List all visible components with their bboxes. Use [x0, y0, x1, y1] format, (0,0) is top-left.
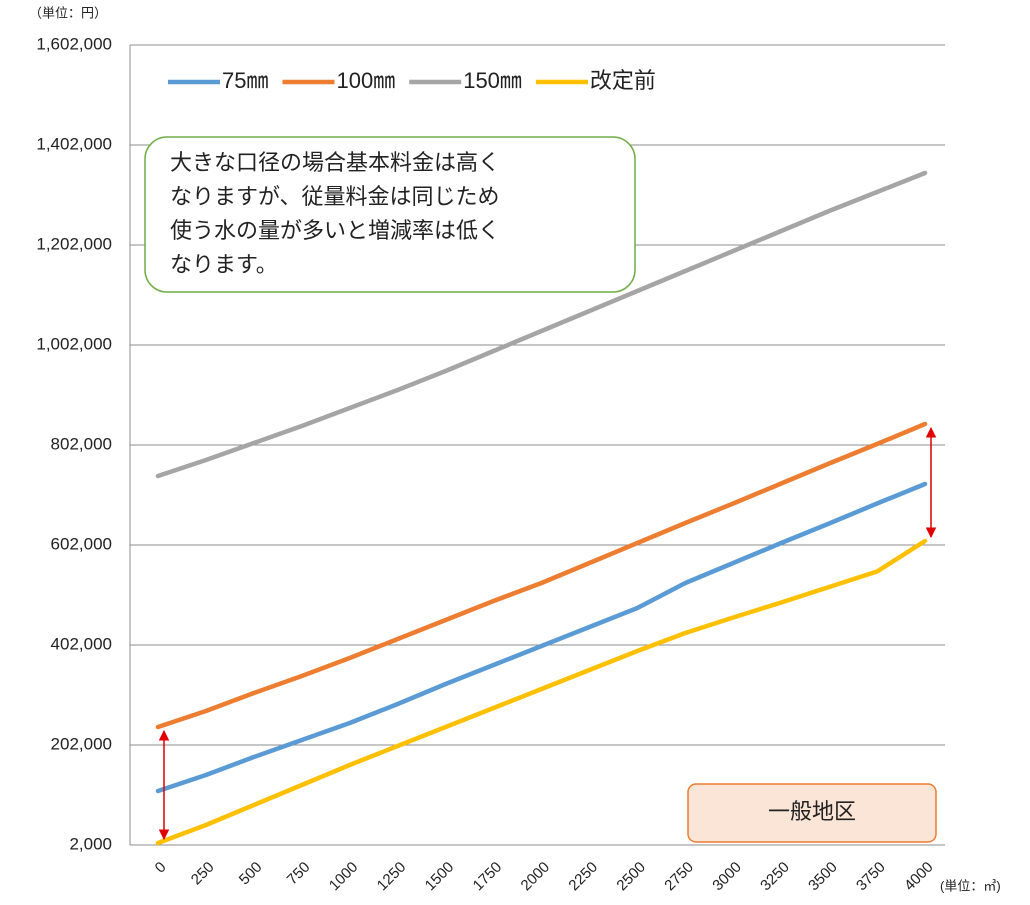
legend-label: 改定前: [590, 68, 656, 93]
series-line: [155, 538, 928, 846]
y-tick-label: 202,000: [51, 734, 112, 753]
series-line: [155, 421, 928, 730]
x-tick-label: 0: [152, 859, 170, 877]
y-tick-label: 802,000: [51, 434, 112, 453]
area-label-box: [687, 783, 937, 843]
y-tick-label: 1,402,000: [36, 134, 112, 153]
x-tick-label: 1500: [422, 859, 458, 895]
x-tick-label: 3750: [853, 859, 889, 895]
x-unit-label: (単位：㎥): [940, 878, 1001, 893]
x-tick-label: 1250: [374, 859, 410, 895]
legend-label: 100㎜: [336, 68, 395, 93]
annotation-text: 使う水の量が多いと増減率は低く: [170, 218, 500, 243]
x-tick-label: 3250: [757, 859, 793, 895]
x-tick-label: 3500: [805, 859, 841, 895]
y-tick-label: 2,000: [69, 834, 112, 853]
x-tick-label: 1000: [326, 859, 362, 895]
annotation-text: なります。: [170, 252, 278, 277]
x-tick-label: 250: [188, 859, 218, 889]
y-tick-label: 602,000: [51, 534, 112, 553]
annotation-box: [144, 136, 636, 293]
y-tick-label: 1,002,000: [36, 334, 112, 353]
y-tick-label: 402,000: [51, 634, 112, 653]
y-tick-label: 1,602,000: [36, 34, 112, 53]
x-tick-label: 1750: [470, 859, 506, 895]
annotation-text: なりますが、従量料金は同じため: [170, 184, 500, 209]
y-tick-label: 1,202,000: [36, 234, 112, 253]
x-tick-label: 2250: [565, 859, 601, 895]
x-tick-label: 2500: [613, 859, 649, 895]
x-tick-label: 3000: [709, 859, 745, 895]
legend-label: 150㎜: [463, 68, 522, 93]
x-tick-label: 750: [284, 859, 314, 889]
x-tick-label: 2000: [518, 859, 554, 895]
annotation-text: 大きな口径の場合基本料金は高く: [170, 150, 500, 175]
y-unit-label: （単位：円）: [29, 5, 107, 20]
legend-label: 75㎜: [222, 68, 268, 93]
series-line: [155, 170, 928, 479]
series-line: [155, 481, 928, 794]
area-label: 一般地区: [768, 799, 856, 824]
x-tick-label: 2750: [661, 859, 697, 895]
x-tick-label: 4000: [901, 859, 937, 895]
x-tick-label: 500: [236, 859, 266, 889]
